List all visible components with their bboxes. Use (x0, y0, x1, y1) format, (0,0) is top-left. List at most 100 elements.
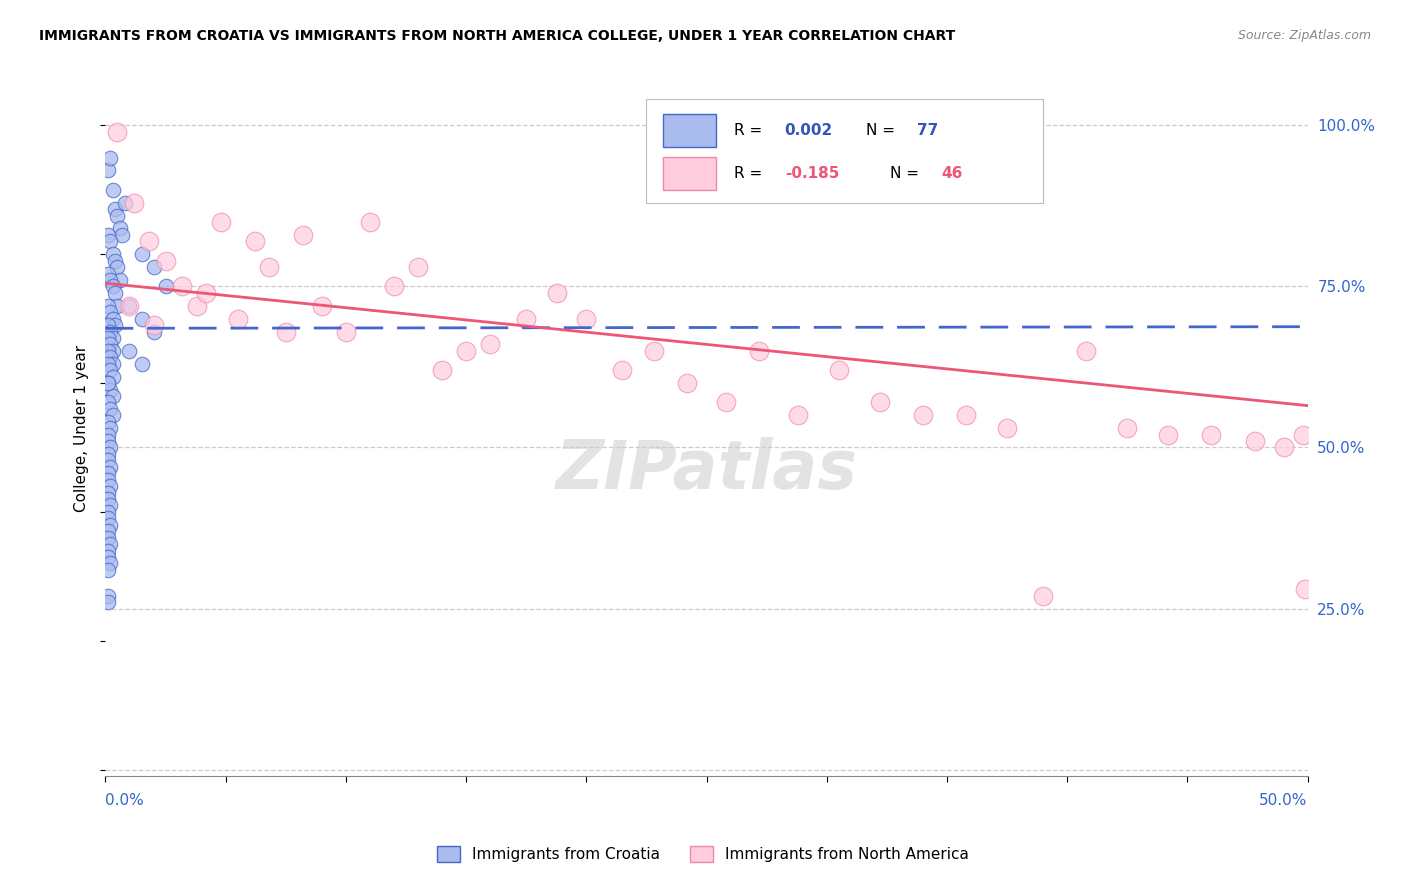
Point (98, 479, 121, 493)
Point (104, 285, 127, 300)
Point (104, 253, 127, 268)
Point (1032, 589, 1054, 603)
Point (118, 299, 141, 313)
Text: 46: 46 (941, 166, 962, 181)
Point (291, 227, 314, 242)
Point (97, 376, 120, 390)
Text: N =: N = (866, 123, 900, 138)
Point (98, 363, 121, 377)
Point (97, 531, 120, 545)
Point (131, 311, 153, 326)
Point (97, 434, 120, 448)
Text: -0.185: -0.185 (785, 166, 839, 181)
Point (97, 549, 120, 564)
Y-axis label: College, Under 1 year: College, Under 1 year (75, 344, 90, 512)
Point (108, 221, 131, 235)
Point (186, 299, 208, 313)
Point (97, 589, 120, 603)
Point (97, 267, 120, 281)
Text: ZIPatlas: ZIPatlas (555, 437, 858, 503)
Legend: Immigrants from Croatia, Immigrants from North America: Immigrants from Croatia, Immigrants from… (430, 840, 976, 868)
Point (142, 260, 165, 274)
Point (1157, 427, 1180, 442)
FancyBboxPatch shape (664, 157, 716, 190)
Point (274, 325, 297, 339)
Point (1076, 343, 1098, 358)
Point (97, 395, 120, 409)
Point (97, 357, 120, 371)
Point (97, 485, 120, 500)
Point (1292, 427, 1315, 442)
Point (97, 427, 120, 442)
Point (138, 235, 160, 249)
Point (101, 279, 124, 293)
Text: R =: R = (734, 166, 768, 181)
Point (124, 195, 146, 210)
Point (101, 247, 124, 261)
Point (98, 421, 121, 435)
Point (359, 215, 381, 229)
Point (406, 260, 429, 274)
FancyBboxPatch shape (664, 113, 716, 147)
Point (97, 227, 120, 242)
Point (104, 202, 127, 216)
Point (257, 260, 280, 274)
Point (243, 235, 266, 249)
Point (911, 409, 934, 423)
Text: R =: R = (734, 123, 768, 138)
Point (98, 383, 121, 397)
Point (98, 441, 121, 455)
Point (869, 395, 891, 409)
Point (97, 331, 120, 345)
Point (97, 543, 120, 558)
Point (98, 557, 121, 571)
Point (131, 357, 153, 371)
Point (107, 299, 129, 313)
Point (107, 260, 129, 274)
Point (101, 369, 124, 384)
Point (155, 253, 177, 268)
Text: 0.002: 0.002 (785, 123, 832, 138)
Point (643, 343, 665, 358)
Point (676, 376, 699, 390)
Point (98, 517, 121, 532)
Point (97, 447, 120, 461)
Text: IMMIGRANTS FROM CROATIA VS IMMIGRANTS FROM NORTH AMERICA COLLEGE, UNDER 1 YEAR C: IMMIGRANTS FROM CROATIA VS IMMIGRANTS FR… (39, 29, 956, 43)
Text: N =: N = (890, 166, 924, 181)
Point (101, 409, 124, 423)
Point (97, 299, 120, 313)
Point (97, 524, 120, 539)
Text: Source: ZipAtlas.com: Source: ZipAtlas.com (1237, 29, 1371, 42)
Point (97, 473, 120, 487)
Point (101, 343, 124, 358)
Point (98, 337, 121, 351)
Point (107, 209, 129, 223)
Point (98, 459, 121, 474)
Point (98, 351, 121, 365)
FancyBboxPatch shape (647, 99, 1043, 203)
Point (97, 415, 120, 429)
Point (515, 311, 537, 326)
Point (142, 318, 165, 332)
Point (101, 183, 124, 197)
Point (98, 151, 121, 165)
Point (104, 318, 127, 332)
Point (786, 409, 808, 423)
Point (131, 247, 153, 261)
Point (101, 389, 124, 403)
Point (209, 215, 232, 229)
Point (382, 279, 405, 293)
Point (118, 299, 141, 313)
Point (430, 363, 453, 377)
Point (97, 563, 120, 577)
Point (97, 595, 120, 609)
Point (955, 409, 977, 423)
Point (1294, 582, 1316, 597)
Point (98, 273, 121, 287)
Point (1272, 441, 1295, 455)
Point (546, 285, 568, 300)
Point (335, 325, 357, 339)
Point (612, 363, 634, 377)
Point (98, 235, 121, 249)
Point (98, 499, 121, 513)
